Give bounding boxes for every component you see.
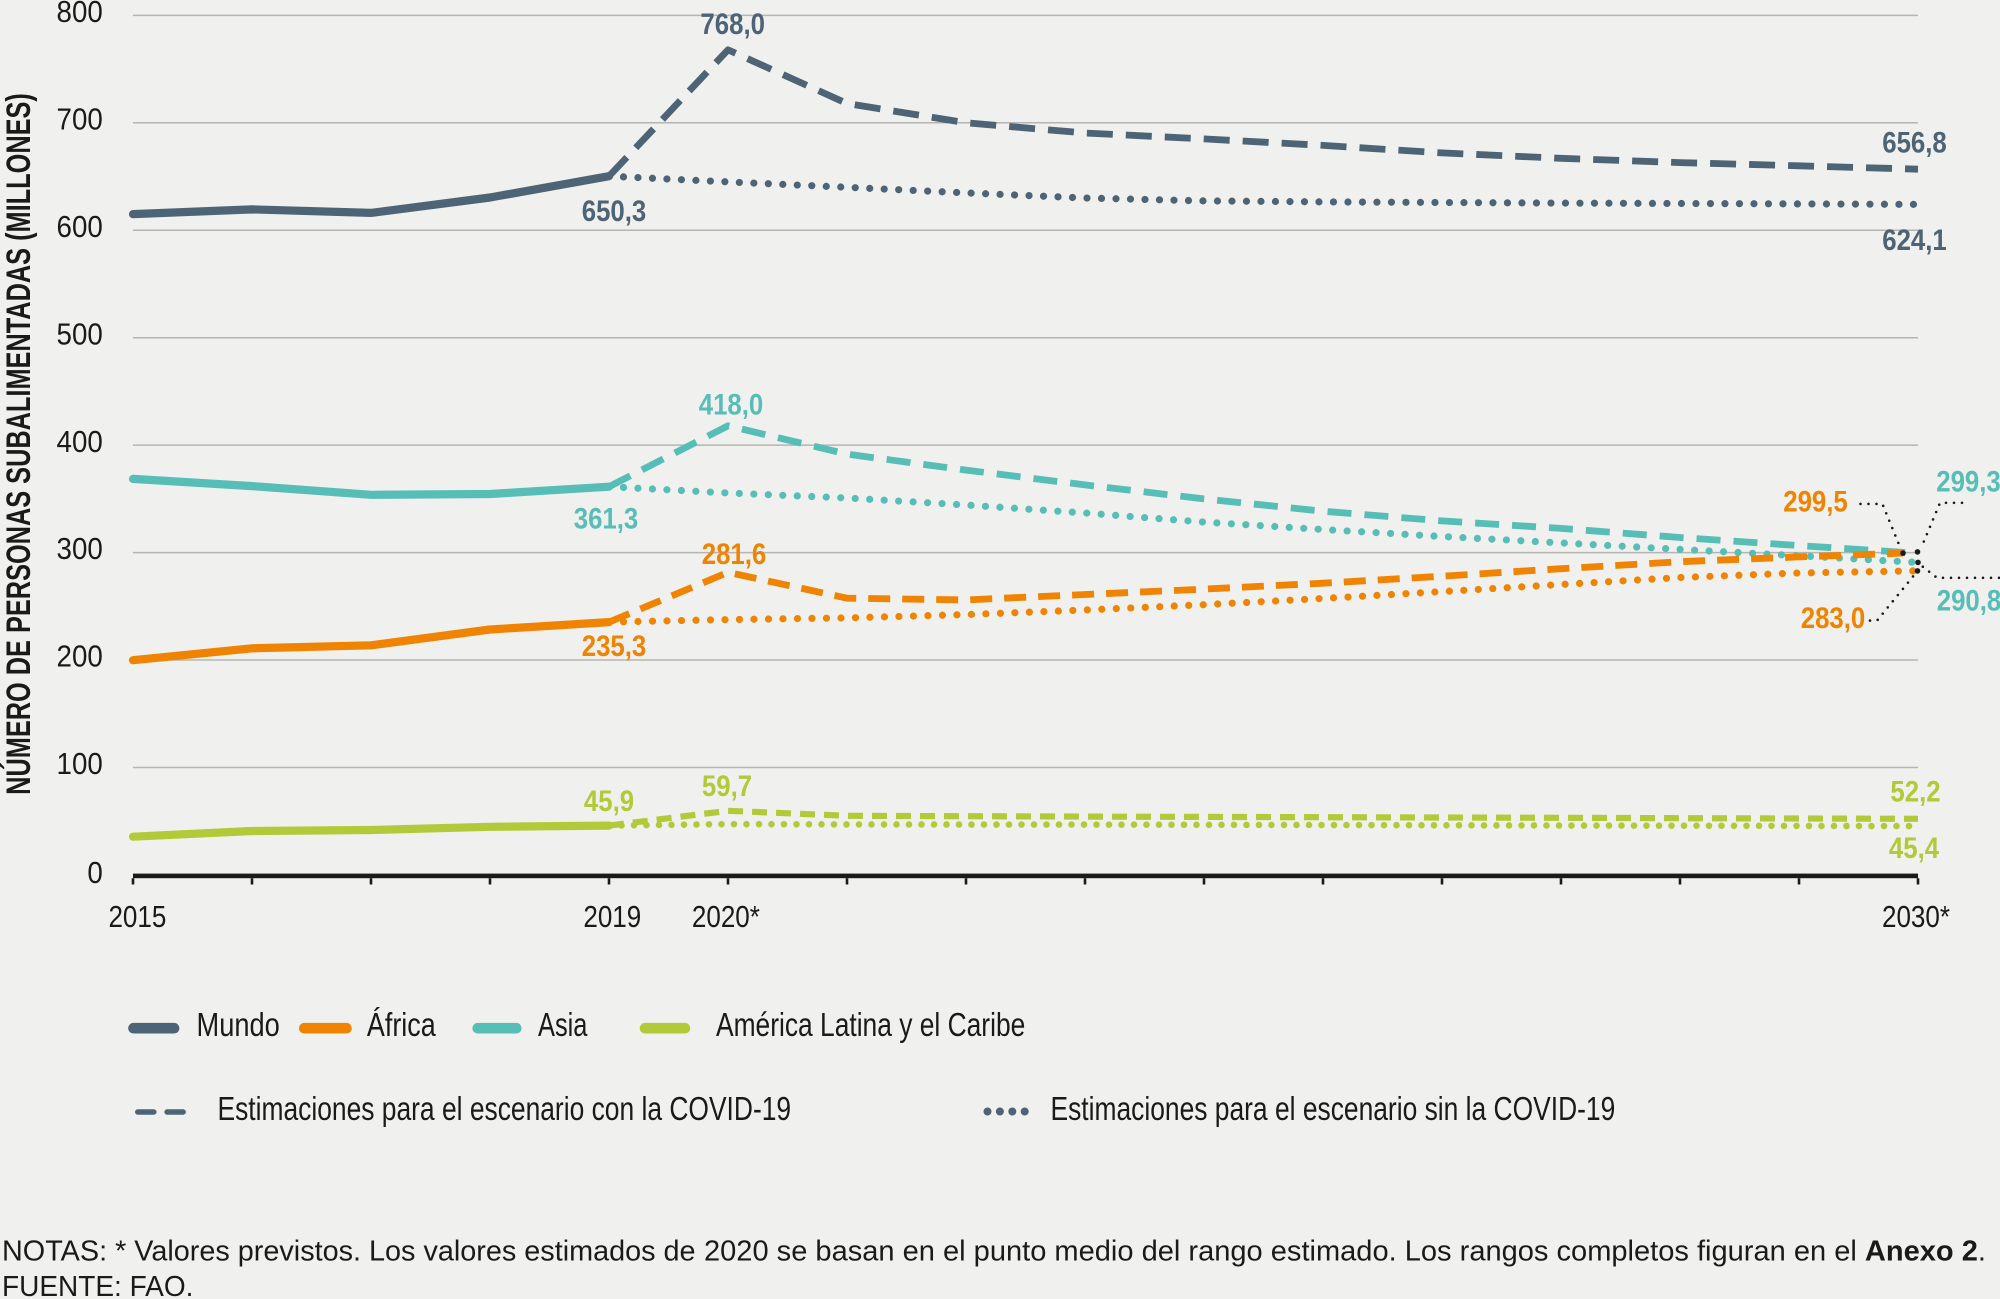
svg-text:500: 500 (57, 317, 103, 352)
svg-text:283,0: 283,0 (1801, 601, 1866, 634)
svg-text:FUENTE: FAO.: FUENTE: FAO. (2, 1271, 193, 1299)
svg-text:África: África (367, 1008, 436, 1044)
svg-text:Estimaciones para el escenario: Estimaciones para el escenario sin la CO… (1051, 1091, 1616, 1127)
svg-text:45,9: 45,9 (584, 784, 634, 817)
svg-text:2020*: 2020* (692, 900, 760, 935)
svg-text:2019: 2019 (583, 900, 641, 935)
svg-text:América Latina y el Caribe: América Latina y el Caribe (716, 1007, 1025, 1043)
svg-text:45,4: 45,4 (1889, 831, 1940, 864)
svg-text:2015: 2015 (108, 900, 166, 935)
svg-text:299,5: 299,5 (1783, 485, 1848, 518)
svg-text:700: 700 (57, 102, 103, 137)
svg-text:768,0: 768,0 (700, 7, 765, 40)
svg-text:400: 400 (57, 424, 103, 459)
svg-text:Estimaciones para el escenario: Estimaciones para el escenario con la CO… (218, 1091, 792, 1127)
svg-text:2030*: 2030* (1882, 900, 1950, 935)
svg-text:656,8: 656,8 (1882, 126, 1947, 159)
svg-text:100: 100 (57, 747, 103, 782)
svg-text:300: 300 (57, 532, 103, 567)
svg-text:Mundo: Mundo (197, 1008, 280, 1044)
svg-text:2020 se basan en el punto medi: 2020 se basan en el punto medio del rang… (704, 1236, 1986, 1268)
svg-text:NOTAS: * Valores previstos. Lo: NOTAS: * Valores previstos. Los valores … (2, 1235, 696, 1267)
svg-text:NÚMERO DE PERSONAS SUBALIMENTA: NÚMERO DE PERSONAS SUBALIMENTADAS (MILLO… (0, 93, 38, 795)
svg-text:200: 200 (57, 639, 103, 674)
svg-text:600: 600 (57, 210, 103, 245)
svg-text:52,2: 52,2 (1890, 774, 1940, 807)
svg-text:650,3: 650,3 (582, 194, 647, 227)
svg-text:800: 800 (57, 0, 103, 30)
svg-text:418,0: 418,0 (699, 388, 764, 421)
svg-text:281,6: 281,6 (702, 537, 767, 570)
svg-text:361,3: 361,3 (574, 502, 639, 535)
svg-text:59,7: 59,7 (702, 769, 752, 802)
svg-text:299,3: 299,3 (1936, 465, 2000, 498)
svg-text:235,3: 235,3 (582, 629, 647, 662)
svg-text:290,8: 290,8 (1937, 584, 2000, 617)
svg-text:Asia: Asia (538, 1007, 588, 1044)
svg-text:0: 0 (87, 856, 102, 891)
svg-text:624,1: 624,1 (1882, 223, 1947, 256)
